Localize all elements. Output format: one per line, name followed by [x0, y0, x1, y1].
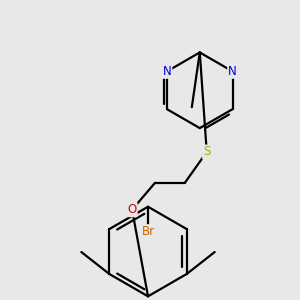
- Text: Br: Br: [141, 225, 154, 238]
- Text: O: O: [128, 203, 137, 216]
- Text: S: S: [203, 146, 210, 158]
- Text: N: N: [163, 65, 171, 78]
- Text: N: N: [228, 65, 237, 78]
